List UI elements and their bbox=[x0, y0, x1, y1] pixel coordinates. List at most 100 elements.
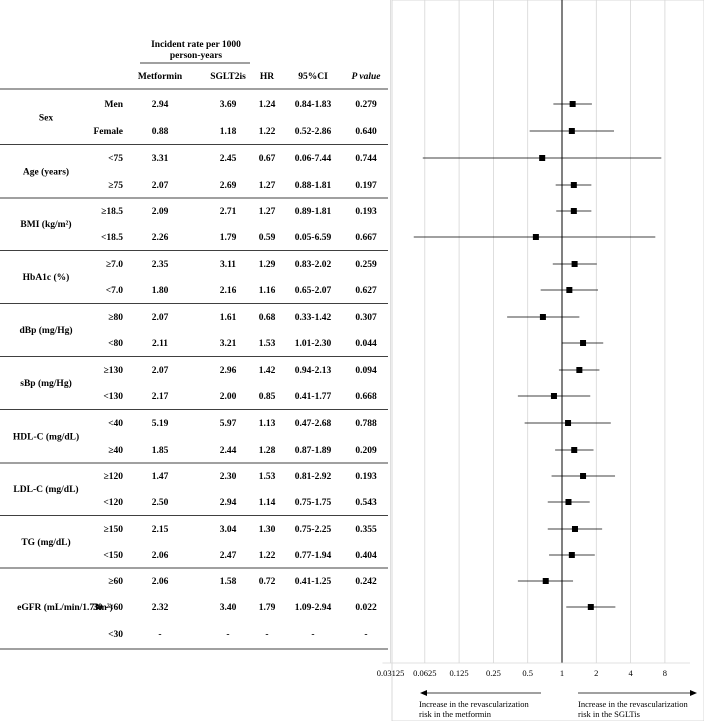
hr-point-marker bbox=[569, 101, 576, 107]
cell-sglt2is: 3.21 bbox=[220, 339, 237, 349]
plot-frame bbox=[391, 0, 704, 721]
x-tick-label: 2 bbox=[594, 668, 598, 678]
cell-hr: 1.22 bbox=[259, 551, 276, 561]
x-tick-label: 4 bbox=[628, 668, 633, 678]
cell-hr: 1.24 bbox=[259, 100, 276, 110]
row-subgroup-label: <7.0 bbox=[106, 286, 124, 296]
cell-sglt2is: 2.71 bbox=[220, 207, 237, 217]
group-label: HbA1c (%) bbox=[23, 272, 70, 283]
hr-point-marker bbox=[576, 367, 583, 373]
cell-metformin: 2.50 bbox=[152, 498, 169, 508]
cell-sglt2is: 2.16 bbox=[220, 286, 237, 296]
left-annotation-text: risk in the metformin bbox=[419, 709, 492, 719]
cell-p-value: 0.044 bbox=[355, 339, 377, 349]
cell-metformin: 3.31 bbox=[152, 154, 169, 164]
row-subgroup-label: ≥120 bbox=[104, 472, 124, 482]
cell-metformin: 2.06 bbox=[152, 551, 169, 561]
left-annotation-text: Increase in the revascularization bbox=[419, 699, 529, 709]
cell-ci: 0.06-7.44 bbox=[295, 154, 332, 164]
cell-ci: 0.75-2.25 bbox=[295, 525, 332, 535]
header-p-value: P value bbox=[352, 72, 382, 82]
cell-p-value: 0.279 bbox=[355, 100, 377, 110]
cell-p-value: 0.640 bbox=[355, 127, 377, 137]
cell-metformin: 2.07 bbox=[152, 313, 169, 323]
cell-hr: 1.28 bbox=[259, 446, 276, 456]
row-subgroup-label: <40 bbox=[108, 419, 123, 429]
group-label: eGFR (mL/min/1.73m²) bbox=[17, 602, 113, 613]
cell-sglt2is: 3.11 bbox=[220, 260, 236, 270]
x-tick-label: 0.03125 bbox=[377, 668, 405, 678]
cell-p-value: 0.744 bbox=[355, 154, 377, 164]
cell-sglt2is: 3.04 bbox=[220, 525, 237, 535]
cell-metformin: 2.17 bbox=[152, 392, 169, 402]
cell-ci: 0.84-1.83 bbox=[295, 100, 332, 110]
cell-sglt2is: 3.69 bbox=[220, 100, 237, 110]
cell-sglt2is: 3.40 bbox=[220, 603, 237, 613]
row-subgroup-label: ≥60 bbox=[108, 577, 123, 587]
hr-point-marker bbox=[580, 340, 587, 346]
cell-hr: 0.72 bbox=[259, 577, 276, 587]
cell-ci: 0.75-1.75 bbox=[295, 498, 332, 508]
cell-ci: 0.87-1.89 bbox=[295, 446, 332, 456]
cell-metformin: 2.06 bbox=[152, 577, 169, 587]
cell-ci: 0.41-1.25 bbox=[295, 577, 332, 587]
cell-hr: 1.53 bbox=[259, 472, 276, 482]
cell-metformin: 5.19 bbox=[152, 419, 169, 429]
cell-hr: 1.27 bbox=[259, 181, 276, 191]
cell-hr: - bbox=[265, 630, 268, 640]
row-subgroup-label: ≥40 bbox=[108, 446, 123, 456]
right-annotation-text: Increase in the revascularization bbox=[578, 699, 688, 709]
cell-hr: 1.42 bbox=[259, 366, 276, 376]
cell-p-value: 0.668 bbox=[355, 392, 377, 402]
cell-p-value: 0.355 bbox=[355, 525, 377, 535]
cell-ci: 0.89-1.81 bbox=[295, 207, 332, 217]
group-label: HDL-C (mg/dL) bbox=[13, 432, 79, 443]
cell-ci: 0.52-2.86 bbox=[295, 127, 332, 137]
cell-ci: 0.65-2.07 bbox=[295, 286, 332, 296]
hr-point-marker bbox=[580, 473, 587, 479]
cell-hr: 0.68 bbox=[259, 313, 276, 323]
x-tick-label: 0.0625 bbox=[413, 668, 436, 678]
cell-sglt2is: 2.69 bbox=[220, 181, 237, 191]
cell-hr: 1.14 bbox=[259, 498, 276, 508]
cell-metformin: - bbox=[158, 630, 161, 640]
cell-hr: 1.27 bbox=[259, 207, 276, 217]
cell-metformin: 1.85 bbox=[152, 446, 169, 456]
cell-hr: 0.85 bbox=[259, 392, 276, 402]
cell-ci: - bbox=[311, 630, 314, 640]
x-tick-label: 0.125 bbox=[450, 668, 469, 678]
hr-point-marker bbox=[539, 314, 546, 320]
cell-sglt2is: 2.45 bbox=[220, 154, 237, 164]
cell-metformin: 2.07 bbox=[152, 366, 169, 376]
cell-metformin: 2.32 bbox=[152, 603, 169, 613]
cell-sglt2is: 2.94 bbox=[220, 498, 237, 508]
cell-ci: 1.09-2.94 bbox=[295, 603, 332, 613]
cell-sglt2is: 2.30 bbox=[220, 472, 237, 482]
cell-ci: 0.41-1.77 bbox=[295, 392, 332, 402]
row-subgroup-label: <120 bbox=[103, 498, 123, 508]
header-sglt2is: SGLT2is bbox=[210, 72, 246, 82]
cell-p-value: 0.788 bbox=[355, 419, 377, 429]
cell-p-value: 0.667 bbox=[355, 233, 377, 243]
cell-ci: 0.05-6.59 bbox=[295, 233, 332, 243]
right-annotation-text: risk in the SGLTis bbox=[578, 709, 640, 719]
row-subgroup-label: ≥80 bbox=[108, 313, 123, 323]
x-tick-label: 0.25 bbox=[486, 668, 501, 678]
cell-metformin: 2.35 bbox=[152, 260, 169, 270]
cell-metformin: 2.26 bbox=[152, 233, 169, 243]
row-subgroup-label: <18.5 bbox=[101, 233, 123, 243]
hr-point-marker bbox=[568, 128, 575, 134]
hr-point-marker bbox=[570, 182, 577, 188]
hr-point-marker bbox=[532, 234, 539, 240]
hr-point-marker bbox=[587, 604, 594, 610]
cell-hr: 1.22 bbox=[259, 127, 276, 137]
hr-point-marker bbox=[539, 155, 546, 161]
hr-point-marker bbox=[570, 208, 577, 214]
cell-hr: 1.13 bbox=[259, 419, 276, 429]
cell-hr: 1.16 bbox=[259, 286, 276, 296]
cell-hr: 1.30 bbox=[259, 525, 276, 535]
cell-ci: 0.77-1.94 bbox=[295, 551, 332, 561]
group-label: Age (years) bbox=[23, 167, 69, 178]
cell-metformin: 0.88 bbox=[152, 127, 169, 137]
cell-sglt2is: 1.58 bbox=[220, 577, 237, 587]
